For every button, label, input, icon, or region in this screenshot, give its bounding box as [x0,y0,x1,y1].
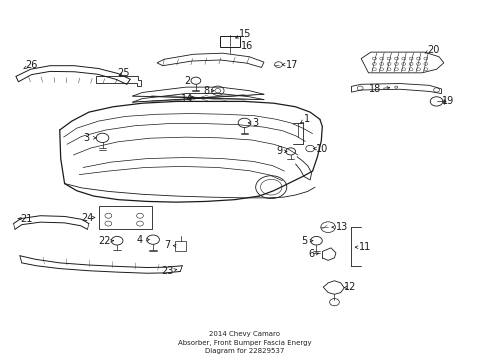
Text: 4: 4 [137,235,142,245]
Text: 7: 7 [164,240,170,250]
Text: 14: 14 [181,94,193,104]
Text: 17: 17 [285,60,298,69]
Text: 10: 10 [316,144,328,154]
Text: 2014 Chevy Camaro
Absorber, Front Bumper Fascia Energy
Diagram for 22829537: 2014 Chevy Camaro Absorber, Front Bumper… [177,331,311,354]
Text: 5: 5 [300,236,306,246]
Bar [99,206,152,229]
Text: 22: 22 [98,236,110,246]
Text: 20: 20 [426,45,438,55]
Text: 15: 15 [239,28,251,39]
Text: 23: 23 [161,266,174,276]
Text: 6: 6 [308,249,314,259]
Text: 16: 16 [240,41,252,51]
Text: 25: 25 [118,68,130,78]
Text: 2: 2 [183,76,190,86]
Text: 9: 9 [276,147,282,157]
Text: 3: 3 [83,133,89,143]
Text: 26: 26 [25,60,38,70]
Text: 12: 12 [344,282,356,292]
Text: 18: 18 [368,84,380,94]
Text: 3: 3 [252,118,258,128]
Bar [175,241,186,251]
Text: 8: 8 [203,86,209,96]
Text: 13: 13 [335,222,347,232]
Text: 24: 24 [81,212,94,222]
Text: 1: 1 [303,113,309,123]
Text: 19: 19 [441,96,453,107]
Bar [220,36,239,47]
Text: 11: 11 [358,242,370,252]
Text: 21: 21 [20,213,33,224]
